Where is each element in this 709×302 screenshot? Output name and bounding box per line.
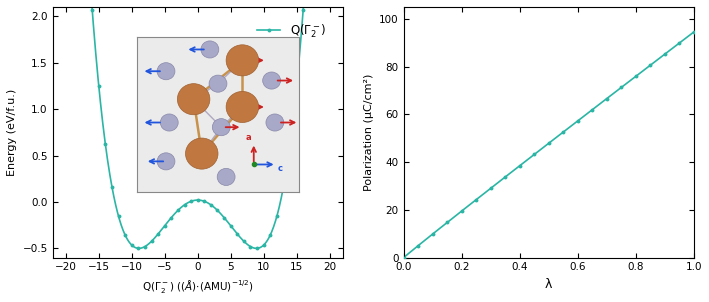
Y-axis label: Polarization (μC/cm²): Polarization (μC/cm²)	[364, 74, 374, 191]
Legend: Q($\Gamma_2^-$): Q($\Gamma_2^-$)	[252, 18, 331, 45]
Y-axis label: Energy (eV/f.u.): Energy (eV/f.u.)	[7, 89, 17, 176]
X-axis label: λ: λ	[545, 278, 552, 291]
X-axis label: Q($\Gamma_2^-$) (($\AA$)$\cdot$(AMU)$^{-1/2}$): Q($\Gamma_2^-$) (($\AA$)$\cdot$(AMU)$^{-…	[142, 278, 254, 295]
